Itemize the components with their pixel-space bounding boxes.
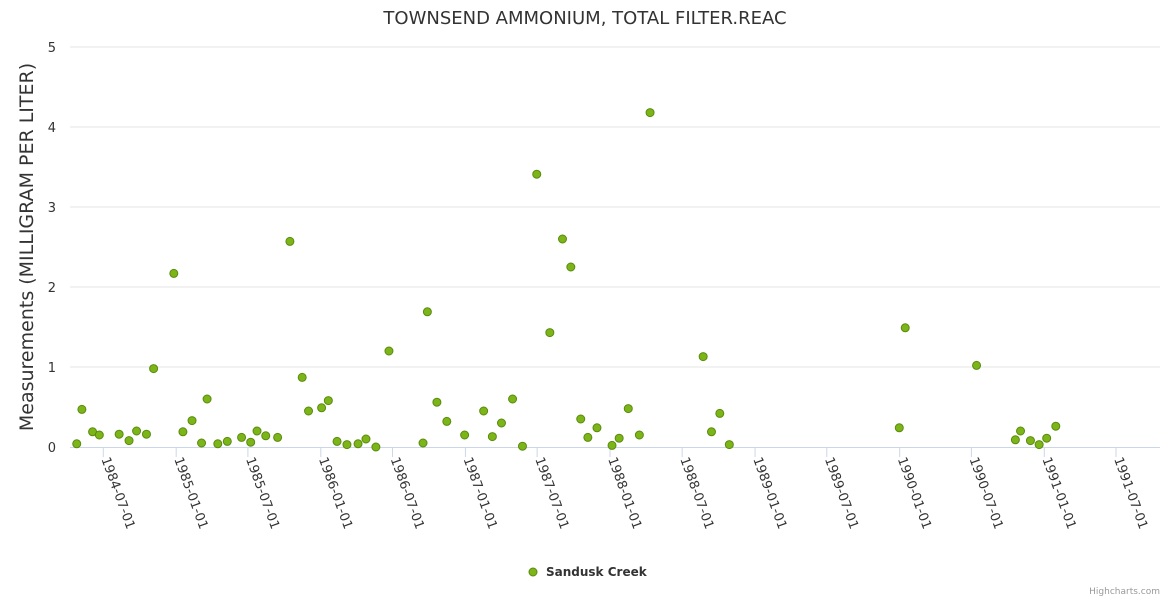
data-point[interactable] bbox=[197, 438, 207, 448]
data-point[interactable] bbox=[384, 346, 394, 356]
data-point[interactable] bbox=[72, 439, 82, 449]
data-point[interactable] bbox=[285, 236, 295, 246]
data-point[interactable] bbox=[273, 432, 283, 442]
data-point[interactable] bbox=[607, 440, 617, 450]
data-point[interactable] bbox=[508, 394, 518, 404]
y-tick-label: 2 bbox=[48, 281, 56, 296]
data-point[interactable] bbox=[332, 436, 342, 446]
data-point[interactable] bbox=[724, 440, 734, 450]
data-point[interactable] bbox=[169, 268, 179, 278]
data-point[interactable] bbox=[442, 416, 452, 426]
data-point[interactable] bbox=[479, 406, 489, 416]
data-point[interactable] bbox=[252, 426, 262, 436]
data-point[interactable] bbox=[342, 440, 352, 450]
data-point[interactable] bbox=[1034, 440, 1044, 450]
data-point[interactable] bbox=[1025, 436, 1035, 446]
data-point[interactable] bbox=[592, 423, 602, 433]
data-point[interactable] bbox=[900, 323, 910, 333]
data-point[interactable] bbox=[566, 262, 576, 272]
data-point[interactable] bbox=[297, 372, 307, 382]
data-point[interactable] bbox=[634, 430, 644, 440]
data-point[interactable] bbox=[972, 360, 982, 370]
data-point[interactable] bbox=[124, 436, 134, 446]
data-point[interactable] bbox=[545, 328, 555, 338]
data-point[interactable] bbox=[496, 418, 506, 428]
data-point[interactable] bbox=[487, 432, 497, 442]
y-tick-label: 0 bbox=[48, 441, 56, 456]
legend-item-sandusk-creek[interactable]: Sandusk Creek bbox=[546, 565, 648, 579]
data-point[interactable] bbox=[698, 352, 708, 362]
data-point[interactable] bbox=[715, 408, 725, 418]
y-tick-label: 4 bbox=[48, 121, 56, 136]
y-tick-label: 3 bbox=[48, 201, 56, 216]
data-point[interactable] bbox=[353, 439, 363, 449]
data-point[interactable] bbox=[222, 436, 232, 446]
series-sandusk-creek[interactable] bbox=[72, 108, 1061, 452]
data-point[interactable] bbox=[323, 396, 333, 406]
data-point[interactable] bbox=[1042, 433, 1052, 443]
y-tick-label: 5 bbox=[48, 41, 56, 56]
chart-title: TOWNSEND AMMONIUM, TOTAL FILTER.REAC bbox=[382, 8, 786, 29]
data-point[interactable] bbox=[558, 234, 568, 244]
data-point[interactable] bbox=[178, 427, 188, 437]
data-point[interactable] bbox=[418, 438, 428, 448]
data-point[interactable] bbox=[614, 433, 624, 443]
data-point[interactable] bbox=[371, 442, 381, 452]
data-point[interactable] bbox=[576, 414, 586, 424]
data-point[interactable] bbox=[583, 432, 593, 442]
data-point[interactable] bbox=[187, 416, 197, 426]
data-point[interactable] bbox=[246, 437, 256, 447]
data-point[interactable] bbox=[532, 169, 542, 179]
data-point[interactable] bbox=[261, 431, 271, 441]
data-point[interactable] bbox=[422, 307, 432, 317]
data-point[interactable] bbox=[237, 432, 247, 442]
y-axis-label: Measurements (MILLIGRAM PER LITER) bbox=[16, 63, 38, 431]
data-point[interactable] bbox=[894, 423, 904, 433]
data-point[interactable] bbox=[94, 430, 104, 440]
legend-marker-icon bbox=[528, 567, 538, 577]
data-point[interactable] bbox=[432, 397, 442, 407]
data-point[interactable] bbox=[706, 427, 716, 437]
data-point[interactable] bbox=[1010, 435, 1020, 445]
data-point[interactable] bbox=[304, 406, 314, 416]
data-point[interactable] bbox=[141, 429, 151, 439]
data-point[interactable] bbox=[149, 364, 159, 374]
y-tick-label: 1 bbox=[48, 361, 56, 376]
legend[interactable]: Sandusk Creek bbox=[528, 565, 648, 579]
data-point[interactable] bbox=[213, 439, 223, 449]
data-point[interactable] bbox=[517, 441, 527, 451]
data-point[interactable] bbox=[1051, 421, 1061, 431]
data-point[interactable] bbox=[132, 426, 142, 436]
data-point[interactable] bbox=[202, 394, 212, 404]
data-point[interactable] bbox=[460, 430, 470, 440]
data-point[interactable] bbox=[77, 404, 87, 414]
data-point[interactable] bbox=[623, 404, 633, 414]
data-point[interactable] bbox=[114, 429, 124, 439]
y-axis: 0 1 2 3 4 5 bbox=[48, 41, 56, 456]
data-point[interactable] bbox=[645, 108, 655, 118]
data-point[interactable] bbox=[361, 434, 371, 444]
data-point[interactable] bbox=[317, 403, 327, 413]
credits-link[interactable]: Highcharts.com bbox=[1089, 587, 1160, 597]
data-point[interactable] bbox=[1016, 426, 1026, 436]
